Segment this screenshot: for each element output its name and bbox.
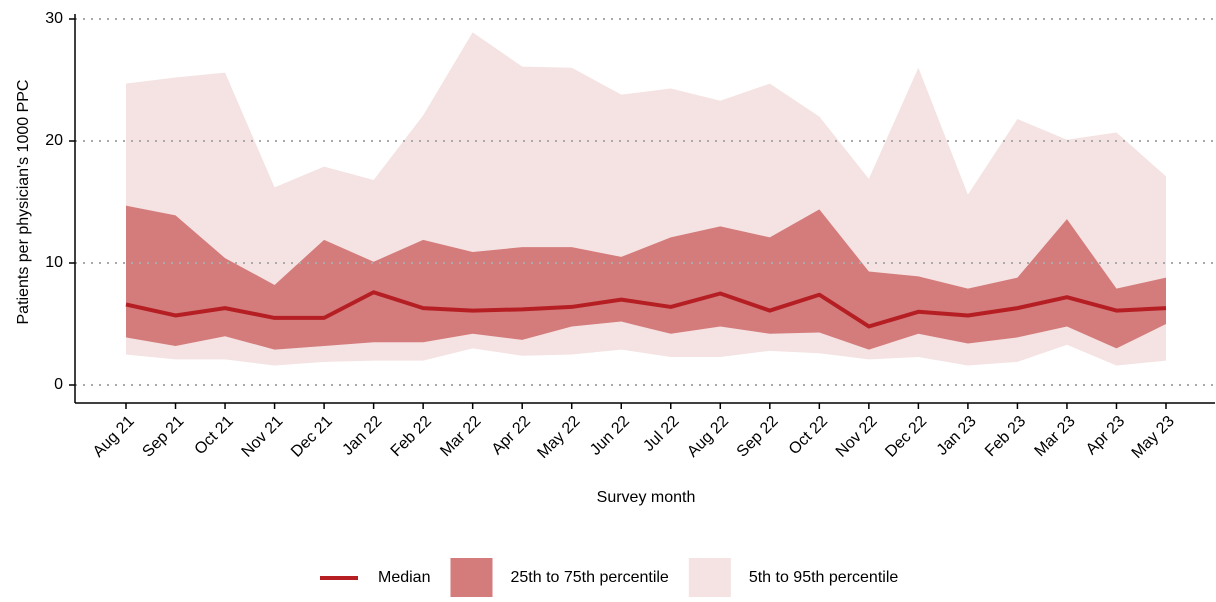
legend-label: 25th to 75th percentile [510,569,668,586]
x-tick-label: Nov 22 [833,413,881,461]
x-tick-label: Dec 22 [882,413,930,461]
legend-label: Median [378,569,430,586]
x-tick-label: Oct 22 [786,413,831,458]
x-tick-label: Feb 23 [982,413,1029,460]
x-tick-label: Aug 21 [90,413,138,461]
x-tick-label: Apr 23 [1083,413,1128,458]
legend-swatch [450,558,493,598]
x-tick-label: May 23 [1129,413,1178,462]
legend-label: 5th to 95th percentile [749,569,899,586]
y-tick-label: 30 [45,10,63,27]
x-tick-label: Aug 22 [684,413,732,461]
y-tick-label: 10 [45,254,63,271]
y-tick-label: 20 [45,132,63,149]
legend-swatch [688,558,731,598]
x-tick-label: May 22 [534,413,583,462]
x-axis-label: Survey month [597,489,696,506]
x-tick-label: Oct 21 [192,413,237,458]
x-tick-label: Jul 22 [640,413,682,455]
y-tick-label: 0 [54,376,63,393]
x-tick-label: Mar 23 [1032,413,1079,460]
x-tick-label: Feb 22 [388,413,435,460]
x-tick-label: Mar 22 [437,413,484,460]
x-tick-label: Sep 22 [734,413,782,461]
x-tick-label: Nov 21 [239,413,287,461]
x-tick-label: Jan 23 [934,413,980,459]
y-axis-label: Patients per physician's 1000 PPC [15,80,32,325]
x-tick-label: Apr 22 [489,413,534,458]
median-line [125,290,1167,329]
x-tick-label: Jun 22 [587,413,633,459]
x-tick-label: Sep 21 [139,413,187,461]
x-tick-label: Jan 22 [339,413,385,459]
x-tick-label: Dec 21 [288,413,336,461]
